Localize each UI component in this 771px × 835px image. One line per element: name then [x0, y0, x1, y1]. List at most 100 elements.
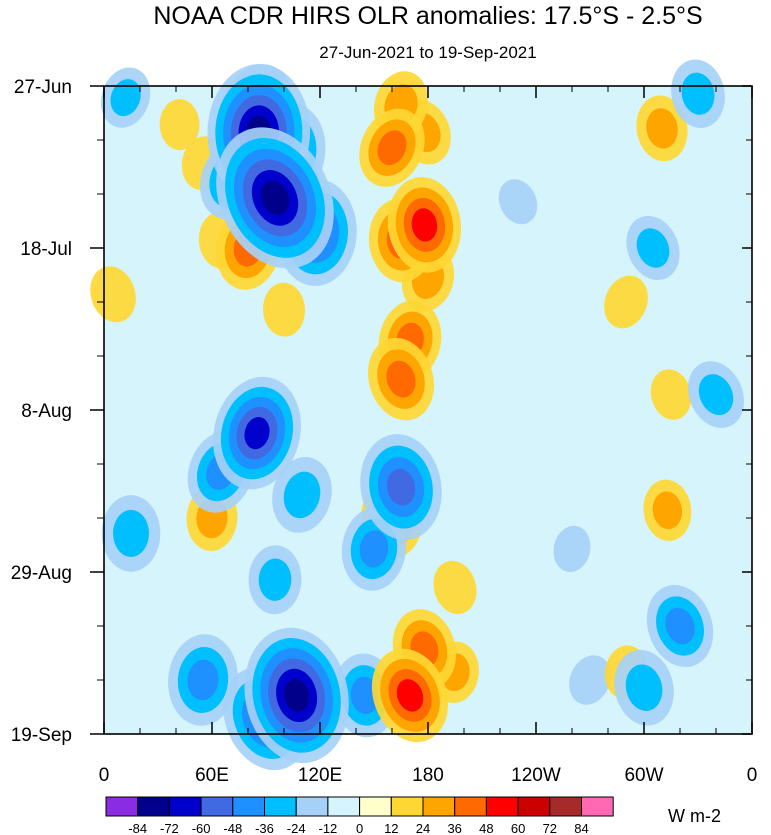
anomaly-feature: [216, 127, 334, 269]
chart-subtitle: 27-Jun-2021 to 19-Sep-2021: [319, 43, 536, 62]
anomaly-feature: [101, 495, 161, 572]
anomaly-contour: [396, 679, 424, 712]
anomaly-contour: [698, 374, 734, 416]
colorbar-swatch: [422, 796, 456, 817]
anomaly-feature: [371, 648, 449, 743]
colorbar-label: 36: [447, 821, 461, 835]
anomaly-feature: [213, 376, 301, 490]
colorbar-label: 12: [384, 821, 398, 835]
anomaly-contour: [113, 509, 149, 557]
y-tick-label: 27-Jun: [14, 77, 72, 98]
anomaly-feature: [272, 457, 332, 533]
anomaly-contour: [569, 655, 611, 705]
chart-title: NOAA CDR HIRS OLR anomalies: 17.5°S - 2.…: [153, 2, 702, 30]
anomaly-contour: [433, 560, 477, 614]
colorbar-swatch: [264, 796, 297, 817]
colorbar-swatch: [168, 796, 202, 817]
anomaly-feature: [360, 434, 442, 541]
anomaly-feature: [387, 177, 462, 273]
colorbar-swatch: [517, 796, 551, 817]
anomaly-contour: [498, 179, 538, 225]
x-tick-label: 60E: [195, 765, 229, 786]
anomaly-contour: [283, 471, 321, 519]
colorbar-swatch: [200, 796, 234, 817]
anomaly-contour: [625, 664, 663, 711]
colorbar-swatch: [327, 796, 361, 817]
anomaly-contour: [553, 525, 591, 573]
colorbar-swatch: [485, 796, 519, 817]
anomaly-feature: [100, 67, 151, 128]
anomaly-feature: [359, 108, 425, 187]
anomaly-feature: [636, 95, 688, 162]
anomaly-contour: [377, 130, 407, 166]
anomaly-contour: [636, 228, 670, 268]
anomaly-contour: [359, 530, 389, 568]
anomaly-contour: [283, 679, 310, 712]
anomaly-contour: [110, 79, 141, 117]
plot-area: [90, 59, 753, 771]
anomaly-feature: [90, 266, 136, 323]
x-tick-label: 60W: [624, 765, 663, 786]
colorbar-label: 0: [356, 821, 363, 835]
x-tick-label: 120E: [298, 765, 342, 786]
colorbar-swatch: [105, 796, 139, 817]
colorbar-label: -84: [128, 821, 147, 835]
axes: 0 60E 120E 180 120W 60W 0 27-Jun 18-Jul 8-Aug 29-A…: [11, 77, 758, 786]
colorbar-swatch: [549, 796, 582, 817]
colorbar-swatch: [232, 796, 266, 817]
anomaly-contour: [604, 275, 648, 329]
colorbar-swatch: [454, 796, 487, 817]
anomaly-contour: [386, 468, 416, 506]
anomaly-contour: [244, 417, 270, 450]
colorbar-swatch: [581, 796, 614, 817]
anomaly-contour: [681, 72, 715, 115]
anomaly-contour: [258, 558, 292, 601]
anomaly-feature: [168, 634, 238, 726]
colorbar-label: -48: [223, 821, 242, 835]
colorbar-label: 72: [543, 821, 557, 835]
anomaly-feature: [244, 627, 349, 764]
anomaly-feature: [262, 282, 306, 337]
anomaly-feature: [248, 545, 302, 615]
anomaly-contour: [652, 491, 683, 530]
x-tick-label: 0: [99, 765, 110, 786]
anomaly-feature: [433, 560, 477, 614]
colorbar-swatch: [295, 796, 329, 817]
anomaly-field: [90, 59, 744, 771]
y-tick-label: 18-Jul: [20, 239, 72, 260]
anomaly-feature: [650, 369, 692, 420]
x-tick-label: 180: [412, 765, 444, 786]
anomaly-feature: [604, 275, 648, 329]
colorbar-swatch: [359, 796, 392, 817]
anomaly-contour: [665, 607, 695, 645]
colorbar-label: -36: [255, 821, 274, 835]
anomaly-feature: [671, 59, 725, 128]
colorbar: -84 -72 -60 -48 -36 -24 -12 0 12 24 36 48 60 72 84: [105, 796, 614, 835]
anomaly-feature: [688, 361, 744, 428]
colorbar-label: -12: [319, 821, 338, 835]
anomaly-contour: [187, 659, 219, 701]
anomaly-contour: [159, 99, 200, 151]
anomaly-feature: [646, 584, 714, 668]
anomaly-feature: [159, 99, 200, 151]
y-tick-label: 19-Sep: [11, 725, 72, 746]
x-tick-label: 0: [747, 765, 758, 786]
anomaly-contour: [386, 360, 416, 398]
anomaly-feature: [626, 215, 680, 281]
anomaly-feature: [569, 655, 611, 705]
colorbar-label: -24: [287, 821, 306, 835]
x-tick-label: 120W: [511, 765, 561, 786]
colorbar-label: -72: [160, 821, 179, 835]
colorbar-label: 24: [416, 821, 430, 835]
colorbar-label: 48: [479, 821, 493, 835]
anomaly-feature: [498, 179, 538, 225]
anomaly-contour: [646, 108, 678, 149]
anomaly-contour: [650, 369, 692, 420]
anomaly-feature: [553, 525, 591, 573]
anomaly-feature: [643, 479, 692, 542]
colorbar-swatch: [390, 796, 424, 817]
colorbar-label: 60: [511, 821, 525, 835]
y-tick-label: 29-Aug: [11, 563, 72, 584]
colorbar-label: 84: [574, 821, 588, 835]
